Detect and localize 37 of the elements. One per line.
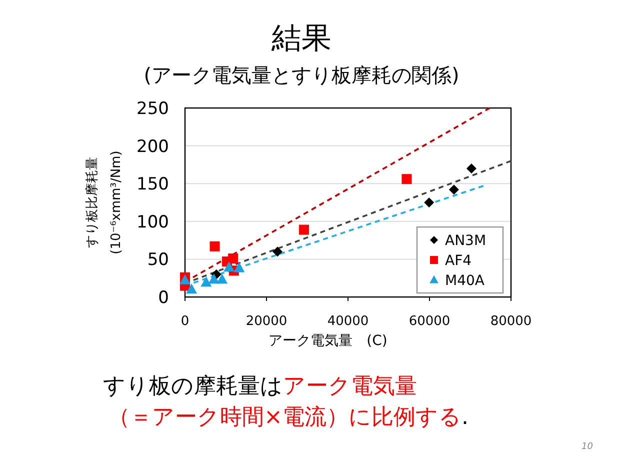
y-tick-label: 150 bbox=[136, 174, 169, 195]
point bbox=[448, 184, 459, 195]
point bbox=[200, 276, 212, 287]
point bbox=[186, 283, 198, 294]
y-tick-label: 0 bbox=[158, 288, 169, 308]
x-axis-title: アーク電気量 (C) bbox=[268, 333, 388, 349]
chart-title: 結果 bbox=[270, 21, 332, 56]
point bbox=[234, 262, 245, 272]
x-tick-label: 60000 bbox=[408, 314, 450, 329]
x-tick-label: 40000 bbox=[327, 314, 369, 329]
y-tick-label: 250 bbox=[136, 99, 169, 119]
legend-label: M40A bbox=[445, 273, 485, 289]
legend-label: AF4 bbox=[445, 253, 472, 269]
point bbox=[224, 262, 235, 272]
x-tick-label: 0 bbox=[180, 314, 190, 329]
point bbox=[424, 198, 434, 208]
y-axis-title: すり板比摩耗量 (10⁻⁶xmm³/Nm) bbox=[85, 150, 124, 254]
point bbox=[228, 253, 238, 264]
y-tick-label: 50 bbox=[147, 250, 169, 270]
point bbox=[216, 274, 228, 284]
text: 10 bbox=[582, 442, 594, 452]
point bbox=[466, 163, 476, 174]
x-tick-label: 80000 bbox=[490, 314, 532, 329]
text: すり板の摩耗量は bbox=[103, 374, 283, 399]
point bbox=[208, 274, 220, 284]
text: （＝アーク時間×電流）に比例する bbox=[108, 405, 462, 430]
point bbox=[272, 246, 283, 257]
chart-subtitle: (アーク電気量とすり板摩耗の関係) bbox=[144, 63, 460, 87]
point bbox=[402, 174, 412, 184]
point bbox=[298, 224, 309, 235]
legend-label: AN3M bbox=[445, 233, 486, 249]
y-tick-label: 200 bbox=[136, 136, 169, 157]
y-tick-label: 100 bbox=[136, 212, 169, 232]
x-tick-label: 20000 bbox=[246, 314, 288, 329]
text: . bbox=[461, 405, 468, 430]
point bbox=[210, 241, 220, 252]
text: アーク電気量 bbox=[283, 374, 417, 399]
